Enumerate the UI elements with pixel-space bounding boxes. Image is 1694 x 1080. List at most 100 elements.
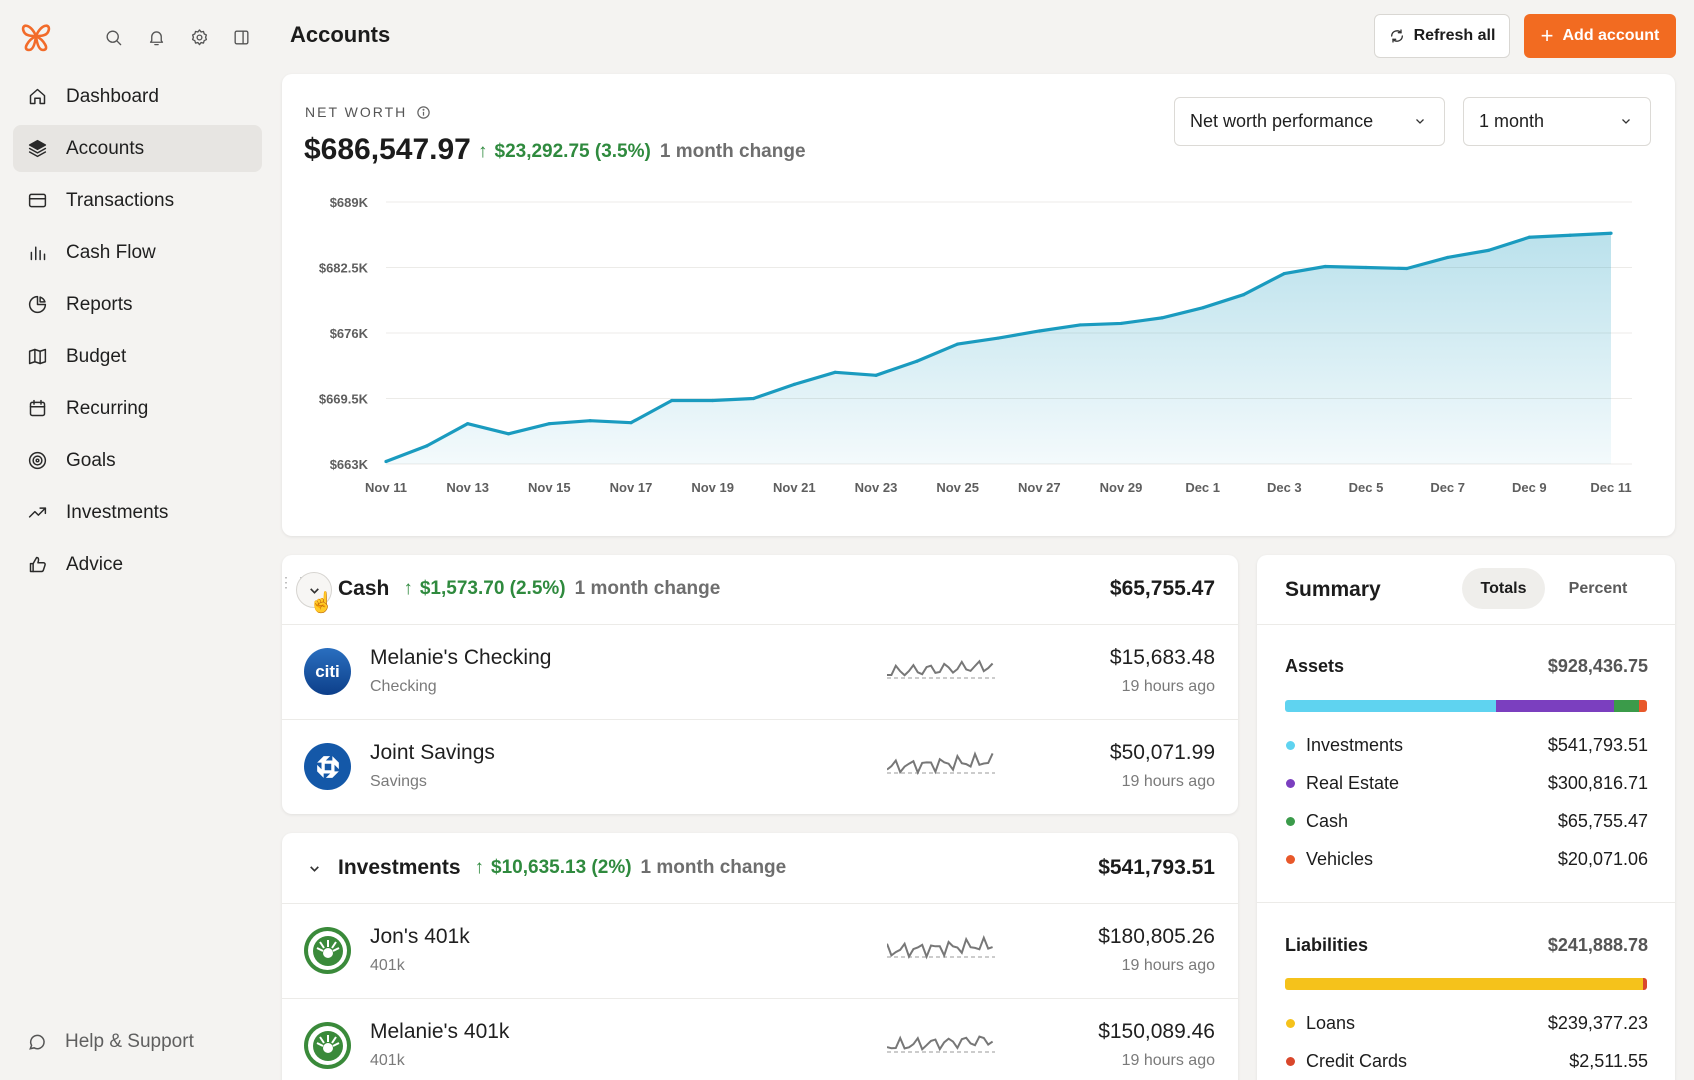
sidebar-item-transactions[interactable]: Transactions (13, 177, 262, 224)
data-point[interactable] (425, 444, 429, 448)
data-point[interactable] (1282, 271, 1286, 276)
sidebar-item-label: Budget (66, 345, 127, 367)
y-tick-label: $689K (330, 195, 369, 210)
tab-totals[interactable]: Totals (1462, 568, 1545, 609)
summary-row[interactable]: Credit Cards $2,511.55 (1286, 1051, 1648, 1072)
data-point[interactable] (711, 398, 715, 403)
net-worth-view-select[interactable]: Net worth performance (1174, 97, 1445, 146)
data-point[interactable] (1160, 316, 1164, 320)
data-point[interactable] (466, 422, 470, 426)
data-point[interactable] (1323, 264, 1327, 269)
account-name: Joint Savings (370, 741, 495, 764)
info-icon[interactable] (416, 105, 431, 120)
summary-row-label: Loans (1306, 1013, 1356, 1033)
refresh-all-label: Refresh all (1413, 27, 1496, 44)
data-point[interactable] (670, 398, 674, 403)
x-tick-label: Dec 1 (1185, 480, 1220, 495)
cash-collapse-button[interactable] (296, 572, 332, 608)
data-point[interactable] (629, 421, 633, 425)
data-point[interactable] (1446, 255, 1450, 260)
sidebar-item-label: Reports (66, 293, 133, 315)
bell-icon[interactable] (141, 22, 171, 52)
add-account-button[interactable]: + Add account (1524, 14, 1676, 58)
data-point[interactable] (956, 342, 960, 346)
sidebar-item-dashboard[interactable]: Dashboard (13, 73, 262, 120)
summary-row-value: $300,816.71 (1547, 773, 1648, 793)
summary-card (1257, 555, 1675, 1080)
account-row[interactable]: citi Melanie's Checking Checking $15,683.48… (282, 624, 1238, 720)
data-point[interactable] (588, 419, 592, 423)
assets-breakdown-bar (1285, 700, 1647, 712)
time-range-value: 1 month (1479, 111, 1545, 131)
sidebar-item-goals[interactable]: Goals (13, 437, 262, 484)
data-point[interactable] (1078, 323, 1082, 327)
data-point[interactable] (1241, 293, 1246, 297)
tab-percent[interactable]: Percent (1553, 568, 1643, 609)
account-balance: $150,089.46 (1098, 1020, 1215, 1043)
data-point[interactable] (506, 432, 511, 436)
sidebar-item-advice[interactable]: Advice (13, 541, 262, 588)
data-point[interactable] (1405, 266, 1409, 271)
app-logo[interactable] (18, 18, 54, 54)
sidebar-item-label: Cash Flow (66, 241, 156, 263)
summary-row[interactable]: Real Estate $300,816.71 (1286, 773, 1648, 794)
cash-group-header: Cash ↑ $1,573.70 (2.5%) 1 month change (338, 577, 720, 601)
bar-chart-icon (30, 246, 46, 261)
sidebar-item-recurring[interactable]: Recurring (13, 385, 262, 432)
account-row[interactable]: Melanie's 401k 401k $150,089.46 19 hours ag… (282, 998, 1238, 1080)
data-point[interactable] (1527, 235, 1531, 239)
summary-row[interactable]: Investments $541,793.51 (1286, 735, 1648, 756)
sidebar-item-investments[interactable]: Investments (13, 489, 262, 536)
sidebar-item-accounts[interactable]: Accounts (13, 125, 262, 172)
account-type: Savings (370, 773, 427, 790)
data-point[interactable] (1486, 248, 1491, 252)
search-icon[interactable] (98, 22, 128, 52)
help-support-link[interactable]: Help & Support (27, 1031, 194, 1053)
chevron-down-icon (309, 865, 319, 872)
data-point[interactable] (996, 336, 1001, 340)
data-point[interactable] (1201, 306, 1205, 310)
data-point[interactable] (751, 396, 756, 401)
arrow-up-icon: ↑ (474, 857, 485, 878)
data-point[interactable] (384, 459, 388, 464)
gear-icon[interactable] (184, 22, 214, 52)
account-row[interactable]: Jon's 401k 401k $180,805.26 19 hours ago (282, 903, 1238, 999)
investments-collapse-button[interactable] (296, 850, 332, 886)
data-point[interactable] (915, 359, 919, 363)
sidebar-item-budget[interactable]: Budget (13, 333, 262, 380)
data-point[interactable] (547, 422, 551, 426)
account-type: Checking (370, 678, 437, 695)
account-balance: $15,683.48 (1109, 646, 1215, 669)
layers-icon (28, 139, 47, 158)
account-type: 401k (370, 1052, 405, 1069)
sidebar-item-reports[interactable]: Reports (13, 281, 262, 328)
sidebar-toggle-icon[interactable] (226, 22, 256, 52)
data-point[interactable] (1037, 329, 1041, 333)
net-worth-change-value: $23,292.75 (3.5%) (494, 141, 651, 162)
summary-row[interactable]: Cash $65,755.47 (1286, 811, 1648, 832)
x-tick-label: Nov 19 (691, 480, 734, 495)
legend-dot (1286, 855, 1295, 864)
summary-row-label: Investments (1306, 735, 1404, 755)
data-point[interactable] (792, 382, 796, 386)
account-row[interactable]: Joint Savings Savings $50,071.99 19 hours a… (282, 719, 1238, 814)
data-point[interactable] (833, 370, 837, 374)
mouse-cursor-icon: ☝ (309, 592, 334, 614)
x-tick-label: Dec 11 (1590, 480, 1631, 495)
sidebar-item-label: Accounts (66, 137, 145, 159)
refresh-all-button[interactable]: Refresh all (1374, 14, 1510, 58)
x-tick-label: Nov 23 (855, 480, 898, 495)
summary-row[interactable]: Loans $239,377.23 (1286, 1013, 1648, 1034)
y-tick-label: $663K (330, 457, 369, 472)
data-point[interactable] (1364, 265, 1368, 270)
divider (282, 998, 1238, 999)
summary-row[interactable]: Vehicles $20,071.06 (1286, 849, 1648, 870)
investments-group-total: $541,793.51 (1098, 856, 1215, 879)
data-point[interactable] (1119, 321, 1123, 326)
investments-group-header: Investments ↑ $10,635.13 (2%) 1 month ch… (338, 856, 786, 880)
sidebar-item-cash-flow[interactable]: Cash Flow (13, 229, 262, 276)
data-point[interactable] (1609, 231, 1613, 235)
data-point[interactable] (1568, 233, 1572, 237)
time-range-select[interactable]: 1 month (1463, 97, 1651, 146)
data-point[interactable] (874, 373, 878, 377)
